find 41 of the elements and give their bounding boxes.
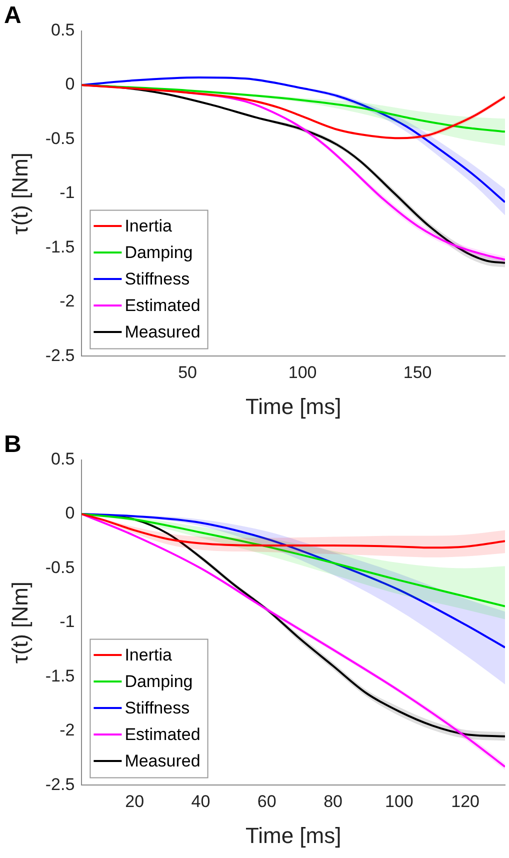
y-axis-title: τ(t) [Nm] (7, 152, 32, 235)
y-tick-label: 0.5 (51, 449, 75, 468)
y-tick-label: -1.5 (45, 666, 75, 686)
legend-label: Stiffness (124, 698, 190, 718)
chart-title: A (4, 2, 22, 30)
y-tick-label: -1 (60, 183, 75, 202)
y-tick-label: -1 (60, 612, 75, 632)
legend-label: Measured (124, 322, 200, 342)
x-tick-label: 50 (178, 363, 197, 382)
line-series (82, 513, 505, 648)
legend-label: Stiffness (124, 270, 190, 289)
legend-label: Inertia (124, 216, 172, 236)
legend-label: Estimated (124, 296, 200, 316)
y-tick-label: -0.5 (45, 128, 75, 148)
y-tick-label: -0.5 (45, 558, 75, 577)
y-tick-label: 0 (65, 74, 75, 94)
y-tick-label: -2.5 (45, 774, 75, 794)
y-tick-label: -2 (60, 292, 75, 311)
x-tick-label: 60 (257, 792, 276, 812)
y-tick-label: -2 (60, 720, 75, 740)
y-tick-label: -1.5 (45, 237, 75, 256)
x-tick-label: 120 (451, 792, 480, 812)
legend-label: Estimated (124, 725, 200, 744)
legend-label: Inertia (124, 646, 172, 665)
x-tick-label: 80 (324, 792, 342, 812)
legend-label: Damping (124, 672, 193, 692)
y-tick-label: 0.5 (51, 20, 75, 40)
x-tick-label: 20 (125, 792, 144, 812)
x-axis-title: Time [ms] (245, 822, 342, 848)
legend-label: Damping (124, 243, 193, 262)
y-tick-label: 0 (65, 504, 75, 523)
chart-title: B (4, 431, 22, 458)
x-tick-label: 100 (384, 792, 414, 812)
x-axis-title: Time [ms] (245, 394, 342, 419)
line-series (82, 513, 505, 549)
x-tick-label: 40 (191, 792, 210, 812)
y-tick-label: -2.5 (45, 346, 75, 365)
x-tick-label: 150 (403, 363, 432, 382)
y-axis-title: τ(t) [Nm] (7, 581, 32, 664)
legend-label: Measured (124, 752, 200, 771)
x-tick-label: 100 (288, 363, 317, 382)
